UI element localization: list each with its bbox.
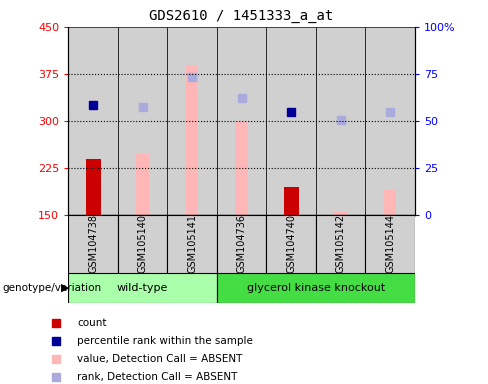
Bar (366, 27, 415, 215)
Bar (316, 27, 366, 215)
Bar (137, 154, 149, 215)
Text: GSM105141: GSM105141 (187, 214, 197, 273)
Text: GSM104740: GSM104740 (286, 214, 296, 273)
Bar (167, 215, 217, 273)
Bar (384, 190, 396, 215)
Text: count: count (77, 318, 106, 328)
Text: GSM105144: GSM105144 (385, 214, 395, 273)
Text: percentile rank within the sample: percentile rank within the sample (77, 336, 253, 346)
Text: rank, Detection Call = ABSENT: rank, Detection Call = ABSENT (77, 372, 238, 382)
Bar (85, 159, 101, 215)
Text: glycerol kinase knockout: glycerol kinase knockout (246, 283, 385, 293)
Bar (217, 27, 266, 215)
Bar (366, 215, 415, 273)
Bar (316, 215, 366, 273)
Text: GSM104736: GSM104736 (237, 214, 246, 273)
Text: wild-type: wild-type (117, 283, 168, 293)
Text: ▶: ▶ (61, 283, 69, 293)
Bar (235, 121, 248, 215)
Bar (68, 215, 118, 273)
Title: GDS2610 / 1451333_a_at: GDS2610 / 1451333_a_at (149, 9, 334, 23)
Bar (68, 273, 217, 303)
Text: GSM105142: GSM105142 (336, 214, 346, 273)
Text: GSM104738: GSM104738 (88, 214, 98, 273)
Bar (167, 27, 217, 215)
Bar (334, 212, 346, 215)
Bar (284, 187, 299, 215)
Text: GSM105140: GSM105140 (138, 214, 147, 273)
Text: genotype/variation: genotype/variation (2, 283, 102, 293)
Bar (217, 215, 266, 273)
Bar (68, 27, 118, 215)
Bar (118, 27, 167, 215)
Text: value, Detection Call = ABSENT: value, Detection Call = ABSENT (77, 354, 243, 364)
Bar (266, 27, 316, 215)
Bar (118, 215, 167, 273)
Bar (186, 65, 198, 215)
Bar (217, 273, 415, 303)
Bar (266, 215, 316, 273)
